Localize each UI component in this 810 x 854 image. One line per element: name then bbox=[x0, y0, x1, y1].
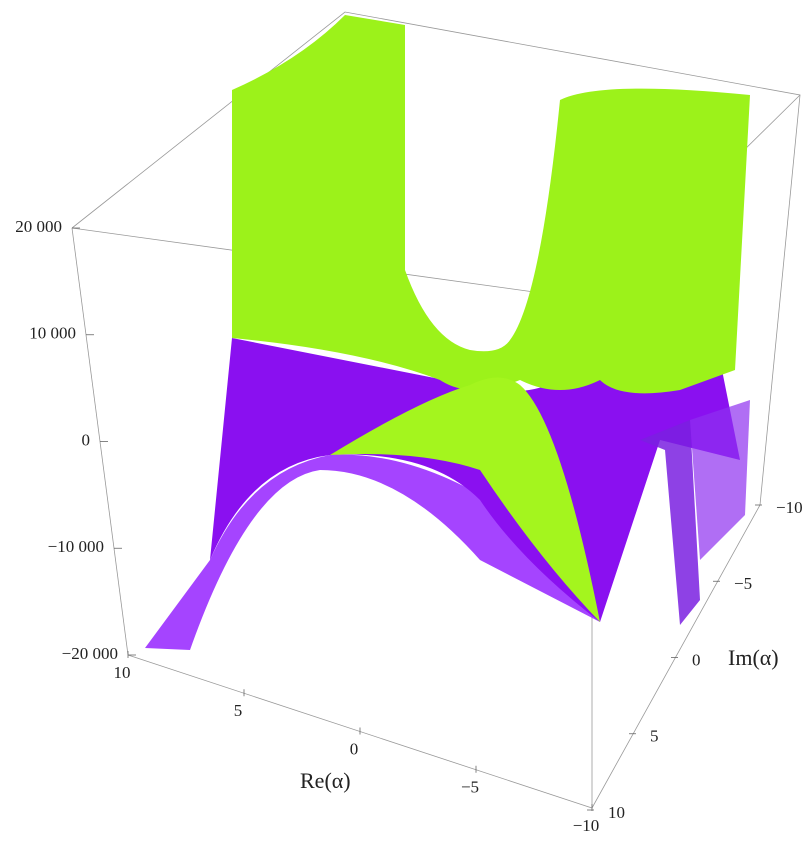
surface-purple-strip bbox=[690, 400, 750, 560]
y-axis-label: Im(α) bbox=[728, 645, 779, 670]
box-back-edges bbox=[71, 11, 801, 506]
y-tick-label: 10 bbox=[608, 803, 625, 822]
x-tick-label: −5 bbox=[461, 778, 479, 797]
surface-green-saddle bbox=[330, 377, 600, 622]
y-tick-label: −10 bbox=[776, 498, 803, 517]
x-tick-label: 10 bbox=[114, 663, 131, 682]
y-tick-label: 5 bbox=[650, 727, 659, 746]
x-tick-label: 5 bbox=[234, 701, 243, 720]
z-tick-label: −20 000 bbox=[62, 644, 118, 663]
x-tick-label: −10 bbox=[573, 816, 600, 835]
z-tick-label: −10 000 bbox=[48, 537, 104, 556]
z-tick-label: 10 000 bbox=[29, 324, 76, 343]
surface-green-sheets bbox=[232, 15, 750, 394]
surface bbox=[145, 15, 750, 650]
x-axis-label: Re(α) bbox=[300, 768, 351, 793]
z-tick-label: 20 000 bbox=[15, 217, 62, 236]
surface-purple-strip bbox=[640, 420, 700, 625]
surface-purple-middle bbox=[210, 338, 740, 622]
x-tick-label: 0 bbox=[350, 739, 359, 758]
z-tick-label: 0 bbox=[82, 430, 91, 449]
y-tick-label: −5 bbox=[734, 574, 752, 593]
y-tick-label: 0 bbox=[692, 650, 701, 669]
